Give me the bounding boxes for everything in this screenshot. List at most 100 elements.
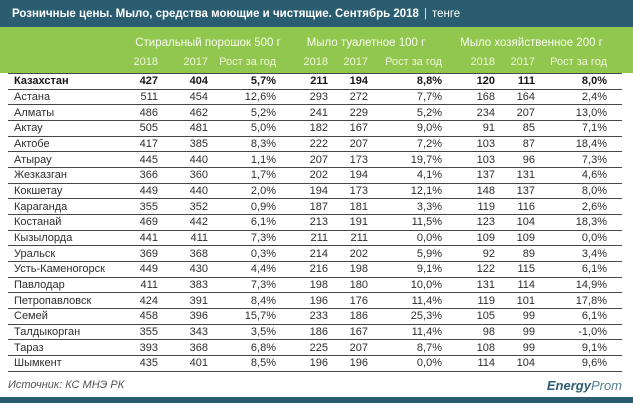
value-cell: 6,8%	[250, 341, 276, 354]
table-row: Алматы 486 462 5,2% 241 229 5,2% 234 207 13,0%	[8, 105, 622, 122]
value-cell: 13,0%	[575, 106, 607, 119]
table-row: Петропавловск 424 391 8,4% 196 176 11,4% 119 101…	[8, 293, 622, 310]
value-cell: 173	[349, 185, 368, 198]
value-cell: 454	[189, 91, 208, 103]
group-header-row: Стиральный порошок 500 г Мыло туалетное …	[8, 27, 633, 50]
value-cell: 12,6%	[244, 91, 276, 103]
value-cell: 182	[309, 122, 328, 135]
value-cell: 114	[477, 357, 495, 370]
column-group-washing-powder: Стиральный порошок 500 г	[135, 37, 281, 49]
value-cell: 115	[517, 263, 535, 276]
value-cell: 137	[476, 169, 495, 182]
value-cell: 404	[189, 75, 208, 88]
value-cell: 8,4%	[250, 294, 276, 307]
value-cell: 505	[139, 122, 158, 135]
table-row: Талдыкорган 355 343 3,5% 186 167 11,4% 98 99 -1,0…	[8, 325, 622, 341]
value-cell: 214	[309, 247, 328, 260]
region-name: Талдыкорган	[14, 326, 81, 339]
value-cell: 366	[139, 169, 158, 182]
value-cell: 391	[189, 294, 208, 307]
col-header-2017: 2017	[343, 55, 368, 68]
value-cell: 369	[139, 247, 158, 260]
value-cell: 368	[189, 341, 208, 354]
value-cell: 216	[309, 263, 328, 276]
table-row: Павлодар 411 383 7,3% 198 180 10,0% 131 114 14,9%	[8, 278, 622, 294]
table-row: Семей 458 396 15,7% 233 186 25,3% 105 99 6,1%	[8, 309, 622, 325]
table-row: Атырау 445 440 1,1% 207 173 19,7% 103 96 7,3%	[8, 152, 622, 169]
value-cell: 148	[476, 185, 495, 198]
region-name: Шымкент	[14, 357, 62, 370]
table-row: Караганда 355 352 0,9% 187 181 3,3% 119 116 2,6%	[8, 199, 622, 216]
value-cell: 411	[140, 279, 158, 292]
value-cell: 8,8%	[416, 75, 442, 88]
col-header-2017: 2017	[510, 55, 535, 68]
region-name: Актобе	[14, 138, 50, 151]
value-cell: 119	[477, 200, 495, 213]
value-cell: 168	[476, 91, 495, 103]
value-cell: 207	[309, 153, 328, 166]
value-cell: 0,9%	[250, 200, 276, 213]
value-cell: 1,7%	[250, 169, 276, 182]
value-cell: 352	[189, 200, 208, 213]
price-table-body: Казахстан 427 404 5,7% 211 194 8,8% 120 111 8,0% А…	[8, 73, 622, 372]
value-cell: 9,1%	[581, 341, 607, 354]
table-row: Кокшетау 449 440 2,0% 194 173 12,1% 148 137 8,0%	[8, 184, 622, 200]
value-cell: 401	[189, 357, 208, 370]
value-cell: 25,3%	[410, 310, 442, 323]
value-cell: 440	[189, 153, 208, 166]
table-row: Костанай 469 442 6,1% 213 191 11,5% 123 104 18,3%	[8, 215, 622, 231]
page-title: Розничные цены. Мыло, средства моющие и …	[12, 7, 419, 20]
value-cell: 469	[139, 216, 158, 229]
value-cell: 4,4%	[250, 263, 276, 276]
table-row: Актау 505 481 5,0% 182 167 9,0% 91 85 7,1%	[8, 121, 622, 137]
table-row: Актобе 417 385 8,3% 222 207 7,2% 103 87 18,4%	[8, 137, 622, 153]
value-cell: 8,5%	[250, 357, 276, 370]
region-name: Атырау	[14, 153, 52, 166]
value-cell: 481	[189, 122, 208, 135]
column-group-household-soap: Мыло хозяйственное 200 г	[460, 37, 603, 49]
value-cell: 167	[349, 122, 368, 135]
region-name: Актау	[14, 122, 43, 135]
value-cell: 103	[476, 153, 495, 166]
value-cell: 4,6%	[581, 169, 607, 182]
value-cell: 87	[522, 138, 535, 151]
table-row: Шымкент 435 401 8,5% 196 196 0,0% 114 104 9,6%	[8, 356, 622, 372]
value-cell: 9,1%	[416, 263, 442, 276]
value-cell: 202	[349, 247, 368, 260]
region-name: Астана	[14, 91, 51, 103]
col-header-2018: 2018	[470, 55, 495, 68]
value-cell: 241	[309, 106, 328, 119]
value-cell: 116	[517, 200, 535, 213]
value-cell: 114	[517, 279, 535, 292]
value-cell: 3,3%	[416, 200, 442, 213]
value-cell: 122	[476, 263, 495, 276]
energyprom-logo: EnergyProm	[541, 378, 622, 393]
value-cell: 368	[189, 247, 208, 260]
value-cell: 104	[516, 357, 535, 370]
sub-header-row: 2018 2017 Рост за год 2018 2017 Рост за …	[8, 50, 633, 73]
value-cell: 213	[309, 216, 328, 229]
region-name: Петропавловск	[14, 294, 92, 307]
value-cell: 7,7%	[416, 91, 442, 103]
currency-unit: тенге	[431, 7, 461, 20]
value-cell: 103	[476, 138, 495, 151]
value-cell: -1,0%	[578, 326, 607, 339]
value-cell: 233	[309, 310, 328, 323]
value-cell: 167	[349, 326, 368, 339]
footer: Источник: КС МНЭ РК EnergyProm	[8, 375, 622, 396]
value-cell: 4,1%	[416, 169, 442, 182]
region-name: Усть-Каменогорск	[14, 263, 105, 276]
value-cell: 111	[517, 75, 535, 88]
value-cell: 96	[522, 153, 535, 166]
value-cell: 0,0%	[416, 357, 442, 370]
value-cell: 449	[139, 263, 158, 276]
table-row: Казахстан 427 404 5,7% 211 194 8,8% 120 111 8,0%	[8, 74, 622, 90]
value-cell: 180	[349, 279, 368, 292]
table-row: Тараз 393 368 6,8% 225 207 8,7% 108 99 9,1%	[8, 340, 622, 357]
region-name: Павлодар	[14, 279, 65, 292]
value-cell: 194	[349, 75, 368, 88]
value-cell: 131	[516, 169, 535, 182]
value-cell: 207	[349, 341, 368, 354]
col-header-2018: 2018	[303, 55, 328, 68]
col-header-growth: Рост за год	[385, 55, 442, 68]
